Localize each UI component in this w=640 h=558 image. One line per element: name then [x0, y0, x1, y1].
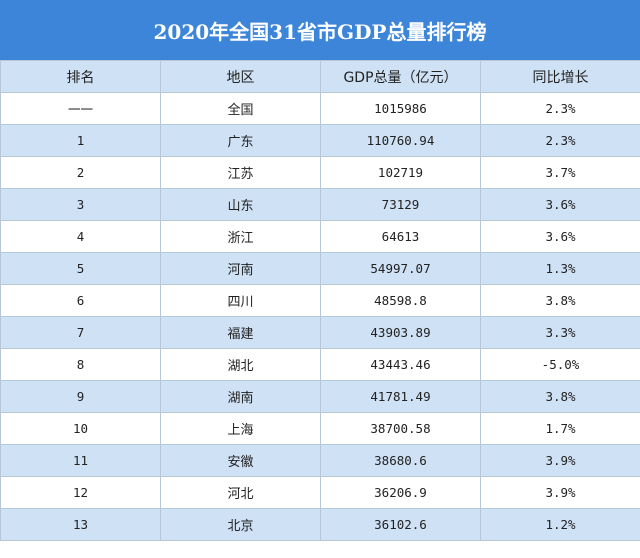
growth-cell: 2.3%: [480, 124, 640, 157]
rank-cell: 7: [0, 316, 161, 349]
gdp-cell: 43903.89: [320, 316, 481, 349]
region-cell: 山东: [160, 188, 321, 221]
gdp-cell: 54997.07: [320, 252, 481, 285]
table-header-row: 排名 地区 GDP总量（亿元） 同比增长: [0, 60, 640, 93]
region-cell: 福建: [160, 316, 321, 349]
table-row: 11 安徽 38680.6 3.9%: [0, 444, 640, 477]
growth-cell: 3.9%: [480, 476, 640, 509]
region-cell: 广东: [160, 124, 321, 157]
region-cell: 安徽: [160, 444, 321, 477]
page-title: 2020年全国31省市GDP总量排行榜: [0, 0, 640, 60]
region-cell: 浙江: [160, 220, 321, 253]
rank-cell: 一一: [0, 92, 161, 125]
rank-cell: 9: [0, 380, 161, 413]
table-row: 6 四川 48598.8 3.8%: [0, 284, 640, 317]
table-row: 一一 全国 1015986 2.3%: [0, 92, 640, 125]
region-cell: 四川: [160, 284, 321, 317]
gdp-cell: 38680.6: [320, 444, 481, 477]
growth-cell: 1.3%: [480, 252, 640, 285]
header-gdp: GDP总量（亿元）: [320, 60, 481, 93]
region-cell: 上海: [160, 412, 321, 445]
region-cell: 湖南: [160, 380, 321, 413]
gdp-cell: 64613: [320, 220, 481, 253]
rank-cell: 1: [0, 124, 161, 157]
rank-cell: 5: [0, 252, 161, 285]
gdp-cell: 102719: [320, 156, 481, 189]
gdp-cell: 110760.94: [320, 124, 481, 157]
growth-cell: 1.7%: [480, 412, 640, 445]
rank-cell: 12: [0, 476, 161, 509]
region-cell: 河南: [160, 252, 321, 285]
table-row: 12 河北 36206.9 3.9%: [0, 476, 640, 509]
header-rank: 排名: [0, 60, 161, 93]
growth-cell: 3.3%: [480, 316, 640, 349]
table-row: 1 广东 110760.94 2.3%: [0, 124, 640, 157]
gdp-ranking-table: 排名 地区 GDP总量（亿元） 同比增长 一一 全国 1015986 2.3% …: [0, 60, 640, 541]
rank-cell: 4: [0, 220, 161, 253]
growth-cell: 3.8%: [480, 380, 640, 413]
rank-cell: 11: [0, 444, 161, 477]
growth-cell: 2.3%: [480, 92, 640, 125]
rank-cell: 13: [0, 508, 161, 541]
gdp-cell: 41781.49: [320, 380, 481, 413]
rank-cell: 6: [0, 284, 161, 317]
region-cell: 江苏: [160, 156, 321, 189]
gdp-cell: 36102.6: [320, 508, 481, 541]
region-cell: 全国: [160, 92, 321, 125]
table-row: 5 河南 54997.07 1.3%: [0, 252, 640, 285]
gdp-cell: 36206.9: [320, 476, 481, 509]
gdp-cell: 38700.58: [320, 412, 481, 445]
rank-cell: 2: [0, 156, 161, 189]
region-cell: 河北: [160, 476, 321, 509]
table-row: 9 湖南 41781.49 3.8%: [0, 380, 640, 413]
growth-cell: 1.2%: [480, 508, 640, 541]
rank-cell: 3: [0, 188, 161, 221]
table-row: 7 福建 43903.89 3.3%: [0, 316, 640, 349]
growth-cell: -5.0%: [480, 348, 640, 381]
growth-cell: 3.7%: [480, 156, 640, 189]
header-growth: 同比增长: [480, 60, 640, 93]
table-row: 8 湖北 43443.46 -5.0%: [0, 348, 640, 381]
table-row: 2 江苏 102719 3.7%: [0, 156, 640, 189]
rank-cell: 10: [0, 412, 161, 445]
gdp-cell: 1015986: [320, 92, 481, 125]
gdp-cell: 48598.8: [320, 284, 481, 317]
header-region: 地区: [160, 60, 321, 93]
region-cell: 北京: [160, 508, 321, 541]
gdp-cell: 43443.46: [320, 348, 481, 381]
table-row: 3 山东 73129 3.6%: [0, 188, 640, 221]
table-row: 13 北京 36102.6 1.2%: [0, 508, 640, 541]
growth-cell: 3.9%: [480, 444, 640, 477]
growth-cell: 3.8%: [480, 284, 640, 317]
table-row: 4 浙江 64613 3.6%: [0, 220, 640, 253]
table-row: 10 上海 38700.58 1.7%: [0, 412, 640, 445]
region-cell: 湖北: [160, 348, 321, 381]
gdp-cell: 73129: [320, 188, 481, 221]
growth-cell: 3.6%: [480, 188, 640, 221]
rank-cell: 8: [0, 348, 161, 381]
growth-cell: 3.6%: [480, 220, 640, 253]
